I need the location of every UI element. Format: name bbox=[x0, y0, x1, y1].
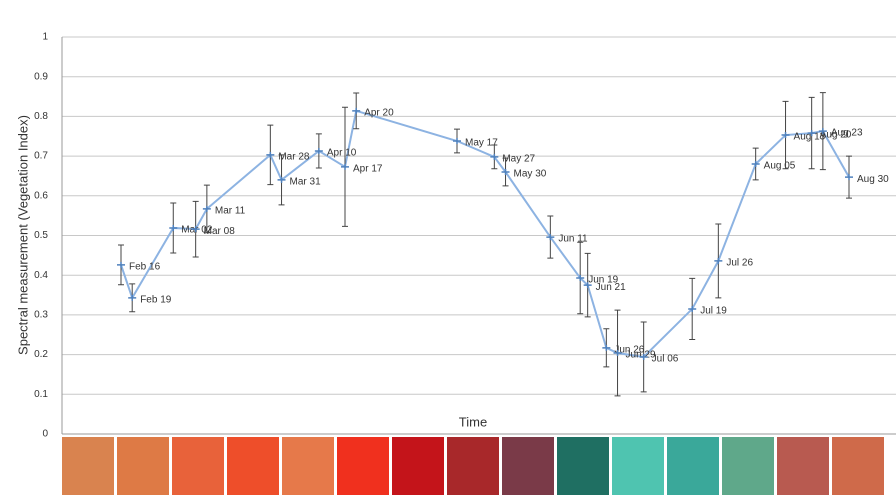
thumbnail bbox=[612, 437, 664, 495]
thumbnail bbox=[722, 437, 774, 495]
thumbnail bbox=[777, 437, 829, 495]
point-label: May 27 bbox=[502, 154, 535, 165]
y-tick-label: 0.6 bbox=[34, 190, 48, 201]
marker bbox=[714, 258, 722, 264]
point-label: Aug 23 bbox=[831, 128, 863, 139]
y-tick-label: 0.1 bbox=[34, 389, 48, 400]
point-label: May 17 bbox=[465, 138, 498, 149]
thumbnail bbox=[117, 437, 169, 495]
thumbnail bbox=[832, 437, 884, 495]
point-label: Jun 11 bbox=[558, 234, 588, 245]
thumbnail bbox=[447, 437, 499, 495]
point-label: Aug 05 bbox=[764, 161, 796, 172]
y-tick-label: 0.2 bbox=[34, 349, 48, 360]
thumbnail bbox=[502, 437, 554, 495]
marker bbox=[845, 174, 853, 180]
point-label: Apr 17 bbox=[353, 163, 383, 174]
y-tick-label: 1 bbox=[42, 32, 48, 43]
marker bbox=[169, 225, 177, 231]
thumbnail bbox=[227, 437, 279, 495]
y-tick-label: 0.3 bbox=[34, 310, 48, 321]
point-label: Feb 19 bbox=[140, 294, 172, 305]
marker bbox=[117, 262, 125, 268]
point-label: Mar 08 bbox=[204, 226, 236, 237]
point-label: Mar 28 bbox=[278, 152, 310, 163]
thumbnail bbox=[62, 437, 114, 495]
thumbnail bbox=[172, 437, 224, 495]
point-label: Feb 16 bbox=[129, 262, 161, 273]
thumbnail bbox=[557, 437, 609, 495]
point-label: May 30 bbox=[514, 169, 547, 180]
marker bbox=[128, 295, 136, 301]
point-label: Apr 20 bbox=[364, 107, 394, 118]
thumbnail bbox=[337, 437, 389, 495]
y-tick-label: 0.7 bbox=[34, 151, 48, 162]
y-tick-label: 0.9 bbox=[34, 71, 48, 82]
point-label: Aug 30 bbox=[857, 174, 889, 185]
point-label: Jun 21 bbox=[596, 282, 626, 293]
marker bbox=[352, 108, 360, 114]
x-axis-label: Time bbox=[459, 414, 487, 429]
y-axis-label: Spectral measurement (Vegetation Index) bbox=[15, 115, 30, 355]
y-tick-label: 0.8 bbox=[34, 111, 48, 122]
point-label: Mar 11 bbox=[215, 206, 246, 217]
point-label: Mar 31 bbox=[290, 177, 322, 188]
point-label: Apr 10 bbox=[327, 148, 357, 159]
thumbnails bbox=[62, 437, 884, 495]
point-label: Jul 19 bbox=[700, 306, 727, 317]
thumbnail bbox=[282, 437, 334, 495]
thumbnail bbox=[392, 437, 444, 495]
point-label: Jul 26 bbox=[726, 258, 753, 269]
point-label: Jul 06 bbox=[652, 354, 679, 365]
thumbnail bbox=[667, 437, 719, 495]
chart: Spectral measurement (Vegetation Index) … bbox=[0, 0, 896, 502]
y-tick-label: 0.5 bbox=[34, 230, 48, 241]
y-tick-label: 0 bbox=[42, 429, 48, 440]
marker bbox=[546, 234, 554, 240]
y-tick-label: 0.4 bbox=[34, 270, 48, 281]
